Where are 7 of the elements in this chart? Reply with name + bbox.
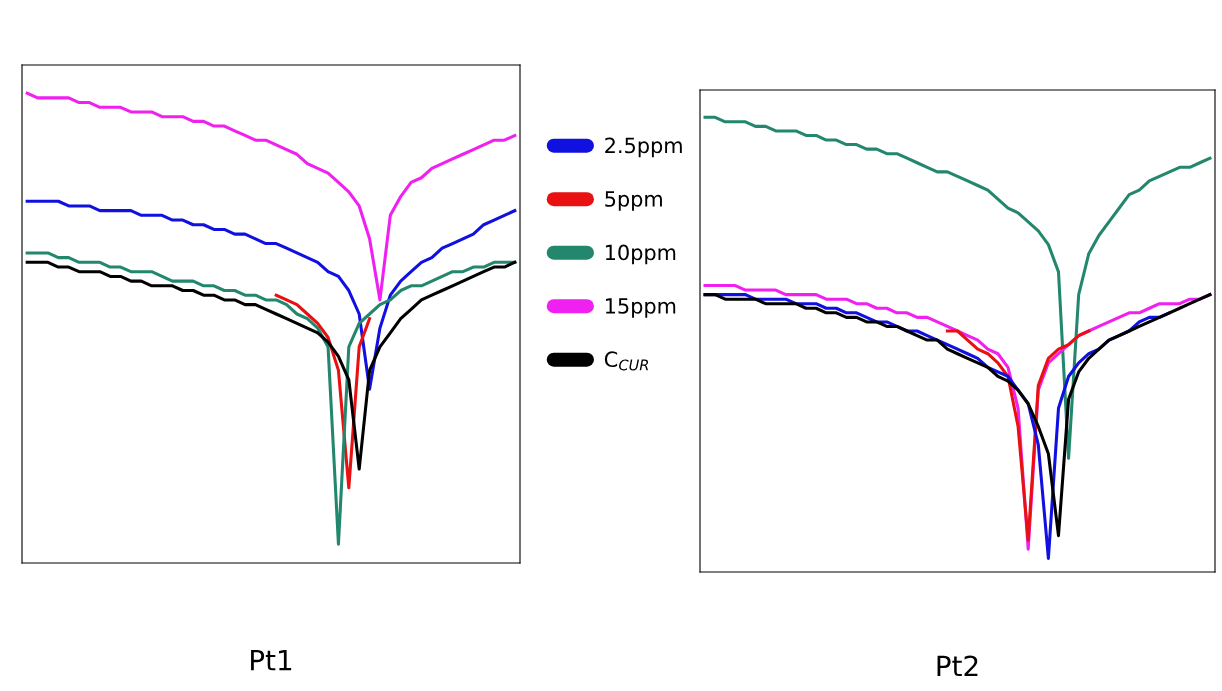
legend-label: 10ppm (605, 244, 676, 265)
legend-label: 15ppm (605, 298, 676, 318)
text: Pt1 (251, 650, 292, 671)
legend-label: 5ppm (605, 191, 662, 211)
legend-label: 2.5ppm (605, 137, 682, 158)
legend-label: C$_{CUR}$ (604, 351, 649, 371)
text: Pt2 (937, 655, 978, 677)
